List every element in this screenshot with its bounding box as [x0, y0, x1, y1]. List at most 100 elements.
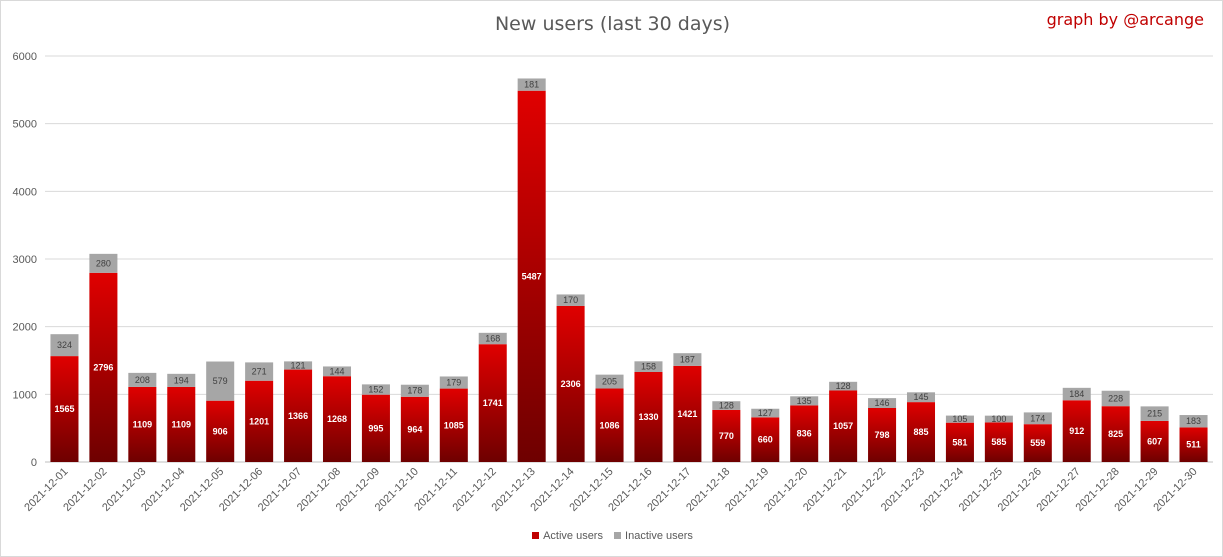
- data-label-inactive: 271: [252, 367, 267, 377]
- bar-inactive: [245, 362, 274, 381]
- bar-active: [245, 380, 274, 462]
- bar-active: [167, 386, 196, 462]
- data-label-inactive: 194: [174, 375, 189, 385]
- legend: Active users Inactive users: [1, 530, 1223, 542]
- data-label-active: 1565: [54, 404, 74, 414]
- data-label-inactive: 208: [135, 375, 150, 385]
- data-label-inactive: 127: [758, 408, 773, 418]
- bar-inactive: [167, 373, 196, 387]
- data-label-inactive: 181: [524, 80, 539, 90]
- bar-active: [595, 388, 624, 462]
- data-label-inactive: 228: [1108, 393, 1123, 403]
- data-label-inactive: 174: [1030, 413, 1045, 423]
- bar-inactive: [1023, 412, 1052, 425]
- bar-active: [1140, 420, 1169, 462]
- bar-active: [906, 402, 936, 462]
- bar-active: [284, 369, 313, 462]
- data-label-active: 798: [875, 430, 890, 440]
- bar-active: [945, 422, 974, 462]
- legend-swatch-inactive: [614, 532, 622, 539]
- data-label-active: 511: [1186, 440, 1201, 450]
- data-label-inactive: 146: [875, 398, 890, 408]
- data-label-active: 581: [952, 437, 967, 447]
- bar-inactive: [478, 332, 507, 345]
- y-tick-label: 3000: [13, 254, 37, 266]
- data-label-inactive: 128: [836, 381, 851, 391]
- data-label-inactive: 183: [1186, 416, 1201, 426]
- bar-active: [478, 344, 507, 462]
- bar-inactive: [984, 415, 1013, 423]
- data-label-inactive: 184: [1069, 389, 1084, 399]
- bar-inactive: [517, 78, 546, 91]
- legend-item-inactive: Inactive users: [614, 530, 693, 542]
- data-label-active: 1421: [677, 409, 697, 419]
- bar-inactive: [712, 401, 741, 410]
- bar-active: [673, 365, 702, 462]
- y-tick-label: 4000: [13, 186, 37, 198]
- data-label-active: 2796: [93, 362, 113, 372]
- bar-inactive: [634, 361, 663, 373]
- bar-inactive: [829, 381, 858, 391]
- data-label-active: 5487: [522, 271, 542, 281]
- bar-inactive: [206, 361, 235, 401]
- bar-active: [868, 408, 897, 462]
- chart-title: New users (last 30 days): [494, 13, 731, 35]
- chart-credit: graph by @arcange: [1046, 10, 1204, 29]
- bar-inactive: [1140, 406, 1169, 421]
- data-label-active: 1268: [327, 414, 347, 424]
- bar-inactive: [556, 294, 585, 306]
- bar-active: [634, 372, 663, 462]
- bar-inactive: [945, 415, 974, 423]
- data-label-inactive: 280: [96, 258, 111, 268]
- bar-inactive: [673, 353, 702, 366]
- data-label-active: 906: [213, 426, 228, 436]
- data-label-active: 770: [719, 431, 734, 441]
- data-label-inactive: 579: [213, 376, 228, 386]
- bar-inactive: [1062, 387, 1091, 401]
- bar-inactive: [400, 384, 429, 397]
- data-label-inactive: 179: [446, 378, 461, 388]
- bar-active: [89, 272, 118, 462]
- y-tick-label: 5000: [13, 119, 37, 131]
- data-label-inactive: 144: [329, 366, 344, 376]
- bar-active: [50, 356, 79, 462]
- bar-active: [751, 417, 780, 462]
- bar-inactive: [906, 392, 936, 403]
- legend-swatch-active: [532, 532, 540, 539]
- bar-inactive: [790, 396, 819, 406]
- data-label-active: 964: [407, 424, 422, 434]
- bar-active: [128, 386, 157, 462]
- data-label-inactive: 158: [641, 362, 656, 372]
- bar-inactive: [284, 361, 313, 370]
- bar-active: [439, 388, 468, 462]
- data-label-active: 995: [368, 423, 383, 433]
- bar-inactive: [595, 374, 624, 389]
- bar-active: [517, 90, 546, 462]
- bar-inactive: [1179, 415, 1208, 428]
- y-tick-label: 1000: [13, 389, 37, 401]
- data-label-active: 1366: [288, 411, 308, 421]
- data-label-inactive: 205: [602, 377, 617, 387]
- bar-inactive: [50, 334, 79, 357]
- data-label-inactive: 187: [680, 355, 695, 365]
- bar-inactive: [322, 366, 352, 377]
- data-label-inactive: 145: [913, 392, 928, 402]
- data-label-active: 2306: [561, 379, 581, 389]
- data-label-active: 1330: [638, 412, 658, 422]
- data-label-active: 585: [991, 437, 1006, 447]
- y-tick-label: 0: [31, 457, 37, 469]
- bar-active: [829, 390, 858, 462]
- data-label-inactive: 215: [1147, 409, 1162, 419]
- legend-item-active: Active users: [532, 530, 603, 542]
- bar-active: [556, 305, 585, 462]
- gridlines: [45, 55, 1213, 463]
- bar-active: [322, 376, 352, 462]
- data-label-active: 1085: [444, 420, 464, 430]
- bar-active: [1101, 406, 1130, 462]
- bar-active: [1179, 427, 1208, 462]
- data-label-inactive: 128: [719, 401, 734, 411]
- bar-inactive: [89, 253, 118, 273]
- bar-active: [206, 400, 235, 462]
- data-label-active: 1086: [600, 420, 620, 430]
